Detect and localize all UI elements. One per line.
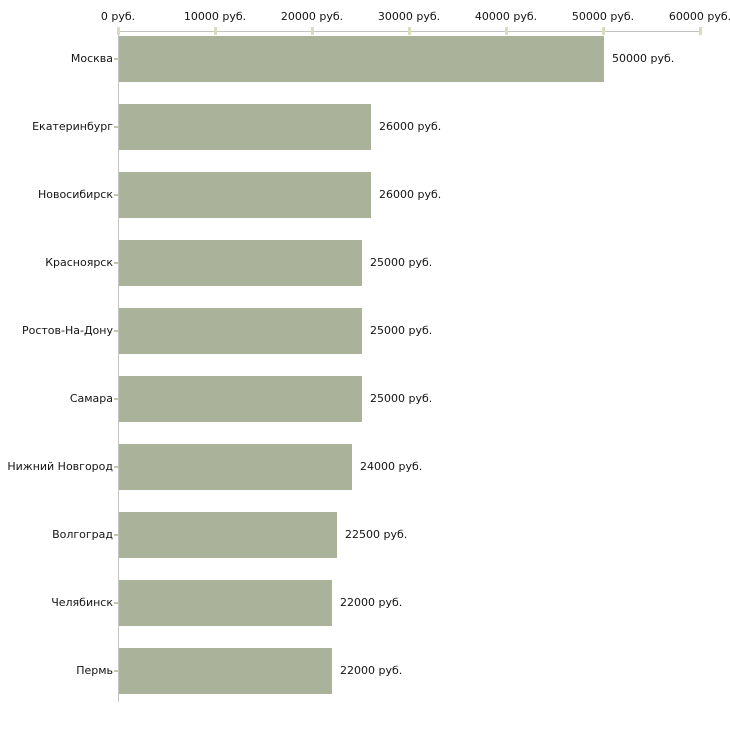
category-label: Челябинск — [51, 596, 113, 609]
x-axis-tick-label: 10000 руб. — [183, 10, 247, 23]
category-label: Самара — [69, 392, 113, 405]
category-axis-tick — [114, 126, 118, 128]
x-axis-tick — [505, 27, 508, 35]
bar — [119, 104, 371, 150]
category-label: Новосибирск — [37, 188, 113, 201]
category-axis-tick — [114, 466, 118, 468]
value-label: 25000 руб. — [370, 392, 433, 405]
x-axis-tick-label: 30000 руб. — [377, 10, 441, 23]
category-label: Ростов-На-Дону — [21, 324, 113, 337]
bar — [119, 172, 371, 218]
category-axis-tick — [114, 534, 118, 536]
value-label: 50000 руб. — [612, 52, 675, 65]
bar — [119, 308, 362, 354]
value-label: 26000 руб. — [379, 120, 442, 133]
category-label: Екатеринбург — [32, 120, 113, 133]
bar — [119, 444, 352, 490]
x-axis-tick-label: 50000 руб. — [571, 10, 635, 23]
x-axis-tick — [699, 27, 702, 35]
category-axis-tick — [114, 670, 118, 672]
category-axis-tick — [114, 398, 118, 400]
bar — [119, 240, 362, 286]
category-axis-tick — [114, 194, 118, 196]
category-axis-tick — [114, 602, 118, 604]
x-axis-tick-label: 40000 руб. — [474, 10, 538, 23]
category-axis-tick — [114, 262, 118, 264]
x-axis-tick — [408, 27, 411, 35]
bar — [119, 36, 604, 82]
value-label: 22000 руб. — [340, 596, 403, 609]
value-label: 24000 руб. — [360, 460, 423, 473]
category-label: Нижний Новгород — [7, 460, 113, 473]
value-label: 22000 руб. — [340, 664, 403, 677]
bar — [119, 376, 362, 422]
category-axis-tick — [114, 330, 118, 332]
value-label: 26000 руб. — [379, 188, 442, 201]
x-axis-tick — [214, 27, 217, 35]
bar — [119, 648, 332, 694]
bar — [119, 580, 332, 626]
x-axis-tick-label: 60000 руб. — [668, 10, 730, 23]
x-axis-tick — [311, 27, 314, 35]
x-axis-tick-label: 0 руб. — [100, 10, 136, 23]
category-axis-tick — [114, 58, 118, 60]
x-axis-tick-label: 20000 руб. — [280, 10, 344, 23]
category-label: Москва — [70, 52, 113, 65]
value-label: 25000 руб. — [370, 324, 433, 337]
category-label: Пермь — [76, 664, 113, 677]
category-label: Красноярск — [45, 256, 113, 269]
bar — [119, 512, 337, 558]
value-label: 22500 руб. — [345, 528, 408, 541]
value-label: 25000 руб. — [370, 256, 433, 269]
x-axis-tick — [117, 27, 120, 35]
category-label: Волгоград — [52, 528, 113, 541]
x-axis-tick — [602, 27, 605, 35]
